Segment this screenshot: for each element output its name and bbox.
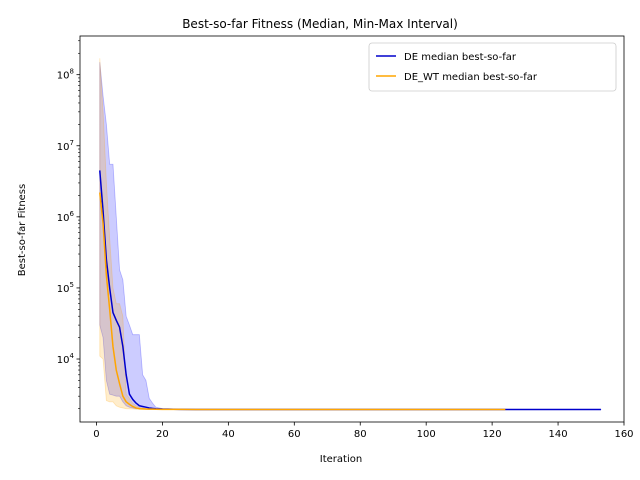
x-tick-label-3: 60 — [288, 429, 301, 440]
y-tick-label-4: 108 — [57, 68, 74, 82]
y-axis-title: Best-so-far Fitness — [17, 184, 28, 276]
x-tick-label-4: 80 — [354, 429, 367, 440]
y-tick-label-0: 104 — [57, 352, 75, 366]
x-tick-label-2: 40 — [222, 429, 235, 440]
x-tick-label-6: 120 — [483, 429, 502, 440]
legend-label-1: DE median best-so-far — [404, 52, 517, 63]
legend: DE median best-so-far DE_WT median best-s… — [368, 42, 617, 92]
x-tick-label-7: 140 — [549, 429, 568, 440]
legend-box — [368, 42, 617, 92]
legend-label-2: DE_WT median best-so-far — [404, 72, 538, 83]
y-tick-label-2: 106 — [57, 210, 75, 224]
x-axis: 0 20 40 60 80 100 120 140 160 — [93, 422, 634, 440]
x-tick-label-8: 160 — [614, 429, 633, 440]
x-tick-label-0: 0 — [93, 429, 99, 440]
chart-title: Best-so-far Fitness (Median, Min-Max Int… — [182, 17, 458, 31]
series-2-median-line — [99, 192, 506, 411]
y-tick-label-1: 105 — [57, 281, 74, 295]
y-tick-label-3: 107 — [57, 139, 74, 153]
plot-frame — [79, 35, 625, 423]
y-axis: 104 105 106 107 108 — [57, 40, 80, 410]
x-axis-title: Iteration — [320, 454, 362, 465]
median-lines — [99, 170, 601, 411]
x-tick-label-5: 100 — [417, 429, 436, 440]
x-tick-label-1: 20 — [156, 429, 169, 440]
